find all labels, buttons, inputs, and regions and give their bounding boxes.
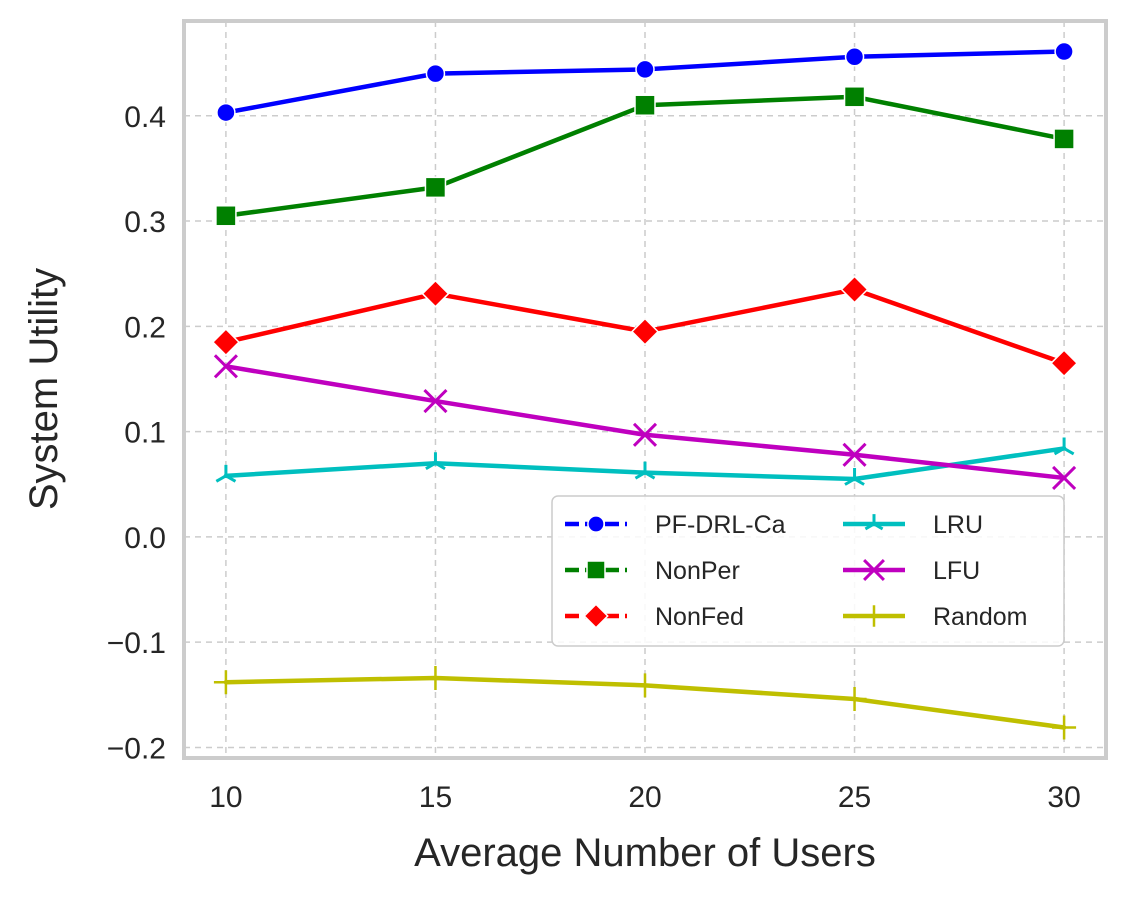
data-point [844,47,865,67]
legend-label: NonFed [655,603,744,631]
data-point [844,467,865,486]
data-point [213,354,238,379]
data-point [421,279,450,308]
x-tick-label: 25 [838,781,871,814]
y-tick-label: −0.1 [107,627,166,660]
series-layer [211,41,1079,740]
x-tick-label: 15 [419,781,452,814]
legend-label: LFU [933,557,980,585]
legend-label: PF-DRL-Ca [655,511,786,539]
y-tick-label: 0.0 [124,522,166,555]
x-tick-label: 30 [1047,781,1080,814]
x-tick-label: 10 [209,781,242,814]
data-point [634,94,656,116]
legend-label: LRU [933,511,983,539]
legend-marker [586,560,606,580]
data-point [424,176,447,199]
legend-item-Random: Random [843,603,1028,631]
series-Random [213,665,1077,740]
legend-label: NonPer [655,557,740,585]
data-point [632,422,658,447]
data-point [1052,465,1077,491]
data-point [1053,437,1075,456]
data-point [215,205,237,227]
data-point [634,461,656,480]
grid [184,21,1106,758]
series-NonFed [211,275,1079,378]
y-tick-label: 0.1 [124,417,166,450]
y-tick-label: −0.2 [107,732,166,765]
legend-box [551,495,1065,647]
data-point [423,665,448,690]
data-point [1054,41,1074,62]
y-axis-label: System Utility [22,268,66,510]
data-point [1050,349,1079,378]
data-point [843,86,866,108]
data-point [211,328,240,357]
legend-marker [587,515,605,533]
legend-item-PF-DRL-Ca: PF-DRL-Ca [565,511,786,539]
data-point [425,452,446,471]
legend-label: Random [933,603,1028,631]
data-point [215,464,237,483]
data-point [633,673,657,698]
data-point [630,317,660,346]
data-point [423,389,448,414]
legend-marker [863,559,885,581]
data-point [425,63,446,84]
series-PF-DRL-Ca [216,41,1074,123]
data-point [1052,715,1077,740]
plot-frame [182,19,1108,760]
data-point [842,687,867,712]
legend-marker [864,514,884,531]
data-point [635,59,655,80]
legend: PF-DRL-Ca NonPer NonFed LRU LFU Random [551,495,1065,647]
legend-marker [863,605,885,627]
y-tick-label: 0.3 [124,206,166,239]
series-LRU [215,437,1075,486]
x-tick-label: 20 [628,781,661,814]
data-point [1053,128,1075,150]
legend-item-LRU: LRU [843,511,983,539]
legend-item-NonPer: NonPer [565,557,740,585]
x-axis-label: Average Number of Users [414,831,876,875]
series-LFU [213,354,1077,491]
data-point [840,275,869,304]
y-tick-label: 0.2 [124,311,166,344]
legend-item-NonFed: NonFed [565,603,744,631]
legend-marker [583,603,609,629]
data-point [216,102,236,123]
tick-labels: 10 15 20 25 30 −0.2 −0.1 0.0 0.1 0.2 0.3 0.4 [107,101,1081,814]
data-point [213,670,238,695]
data-point [842,442,867,467]
y-tick-label: 0.4 [124,101,166,134]
legend-item-LFU: LFU [843,557,980,585]
series-NonPer [215,86,1075,227]
